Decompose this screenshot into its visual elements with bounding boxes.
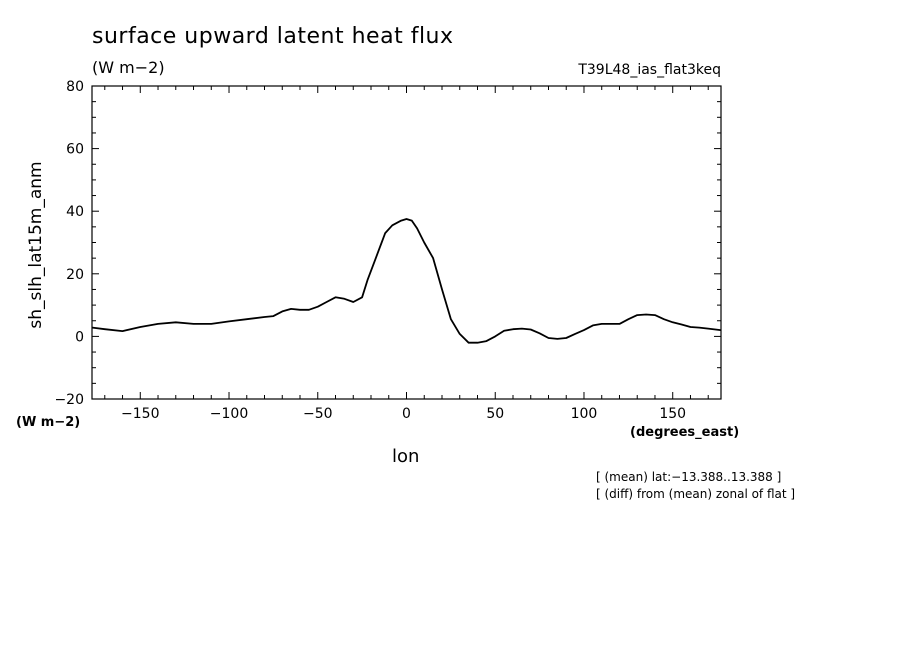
y-tick-label: 40 xyxy=(66,204,84,220)
axis-tick-labels: −150 −100 −50 0 50 100 150 −20 0 20 40 60 80 xyxy=(54,79,686,422)
y-tick-label: 60 xyxy=(66,142,84,158)
y-tick-label: 80 xyxy=(66,79,84,95)
y-tick-label: −20 xyxy=(54,392,84,408)
x-tick-label: 150 xyxy=(659,406,686,422)
y-axis-units: (W m−2) xyxy=(16,415,81,430)
x-tick-label: 100 xyxy=(571,406,598,422)
y-tick-label: 20 xyxy=(66,267,84,283)
x-axis-units: (degrees_east) xyxy=(630,425,740,440)
note-diff: [ (diff) from (mean) zonal of flat ] xyxy=(596,487,796,501)
x-tick-label: −50 xyxy=(303,406,333,422)
x-tick-label: 50 xyxy=(486,406,504,422)
run-label: T39L48_ias_flat3keq xyxy=(578,62,721,78)
plot-frame xyxy=(91,85,722,400)
x-tick-label: −100 xyxy=(210,406,248,422)
x-axis-label: lon xyxy=(392,446,420,467)
chart-subtitle-units: (W m−2) xyxy=(92,58,165,77)
series-group xyxy=(92,218,721,344)
note-lat-mean: [ (mean) lat:−13.388..13.388 ] xyxy=(596,470,782,484)
x-tick-label: −150 xyxy=(121,406,159,422)
x-tick-label: 0 xyxy=(402,406,411,422)
axis-ticks xyxy=(92,85,721,400)
y-tick-label: 0 xyxy=(75,329,84,345)
series-line xyxy=(92,218,721,344)
chart-title: surface upward latent heat flux xyxy=(92,24,454,49)
